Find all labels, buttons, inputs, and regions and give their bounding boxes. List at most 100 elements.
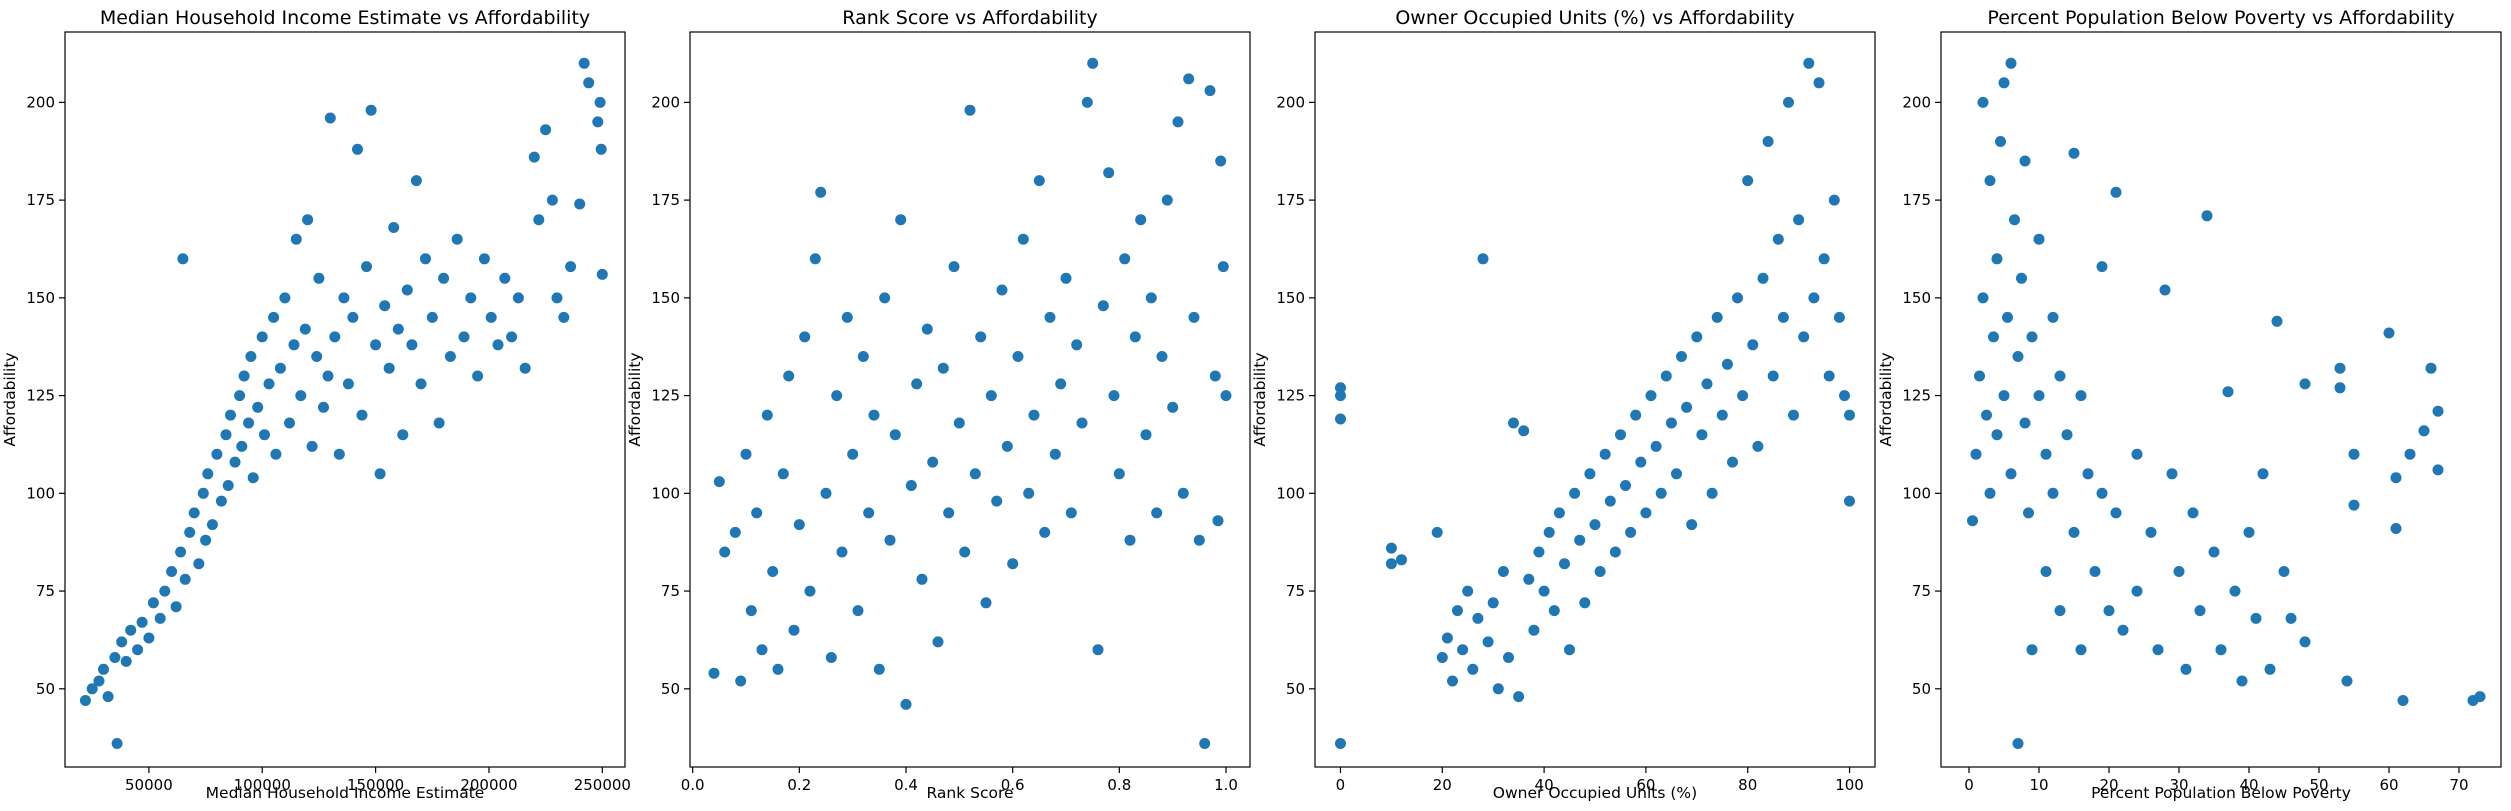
data-point (2271, 315, 2283, 327)
data-point (519, 362, 531, 374)
data-point (2075, 644, 2087, 656)
data-point (1447, 675, 1458, 687)
data-point (1589, 519, 1601, 531)
data-point (868, 409, 880, 421)
data-point (290, 233, 302, 245)
data-point (1548, 605, 1560, 617)
data-point (465, 292, 477, 304)
x-tick-label: 70 (2449, 776, 2468, 794)
data-point (1513, 691, 1525, 703)
data-point (2390, 472, 2402, 484)
data-point (991, 495, 1003, 507)
data-point (596, 268, 608, 280)
data-point (256, 331, 268, 343)
data-point (1543, 526, 1555, 538)
y-tick-label: 75 (1286, 582, 1305, 600)
data-point (426, 311, 438, 323)
y-tick-label: 125 (26, 387, 55, 405)
x-tick-label: 60 (2379, 776, 2398, 794)
data-point (451, 233, 463, 245)
data-point (1044, 311, 1056, 323)
x-tick-label: 40 (1535, 776, 1554, 794)
data-point (2341, 675, 2353, 687)
data-point (1129, 331, 1141, 343)
data-point (1092, 644, 1104, 656)
data-point (1396, 554, 1407, 566)
data-point (2033, 233, 2045, 245)
data-point (268, 311, 280, 323)
data-point (2187, 507, 2199, 519)
data-point (2397, 695, 2409, 706)
data-point (392, 323, 404, 335)
data-point (147, 597, 159, 609)
data-point (895, 214, 907, 226)
data-point (2012, 351, 2024, 362)
data-point (719, 546, 731, 558)
data-point (788, 624, 800, 636)
data-point (2285, 612, 2297, 624)
chart-panel-2: Rank Score vs Affordability 0.0 0.2 0.4 0.6 0… (626, 7, 1251, 802)
data-point (1828, 194, 1840, 206)
chart-panel-3: Owner Occupied Units (%) vs Affordabilit… (1251, 7, 1876, 802)
data-point (1523, 573, 1535, 585)
data-point (2208, 546, 2220, 558)
data-point (1798, 331, 1810, 343)
data-point (1615, 429, 1626, 441)
data-point (2082, 468, 2094, 480)
data-point (2068, 526, 2080, 538)
data-point (2432, 405, 2444, 417)
data-point (1706, 487, 1718, 499)
data-point (1553, 507, 1565, 519)
data-point (2068, 147, 2080, 159)
data-point (1124, 534, 1136, 546)
x-tick-label: 20 (2099, 776, 2118, 794)
y-axis-label: Affordability (1251, 352, 1269, 446)
data-point (2040, 566, 2052, 577)
y-tick-label: 75 (36, 582, 55, 600)
data-point (565, 261, 577, 273)
data-point (270, 448, 282, 460)
data-point (284, 417, 295, 429)
data-point (438, 272, 450, 284)
data-point (1676, 351, 1687, 362)
y-axis-label: Affordability (1, 352, 19, 446)
data-point (783, 370, 795, 382)
data-point (1492, 683, 1504, 695)
data-point (2145, 526, 2157, 538)
y-tick-label: 150 (1902, 289, 1931, 307)
data-point (102, 691, 114, 703)
data-point (916, 573, 928, 585)
data-point (921, 323, 933, 335)
data-point (211, 448, 223, 460)
data-point (1660, 370, 1672, 382)
data-point (1183, 73, 1195, 85)
plot-frame (689, 31, 1251, 768)
data-point (533, 214, 545, 226)
data-point (1452, 605, 1463, 617)
data-point (2299, 378, 2311, 390)
data-point (299, 323, 311, 335)
data-point (852, 605, 864, 617)
data-point (1818, 253, 1830, 265)
scatter-points (708, 57, 1232, 749)
data-point (2110, 507, 2122, 519)
data-point (379, 300, 391, 312)
data-point (1844, 495, 1855, 507)
chart-title: Owner Occupied Units (%) vs Affordabilit… (1395, 7, 1794, 29)
data-point (825, 652, 837, 663)
x-axis-label: Owner Occupied Units (%) (1493, 784, 1697, 802)
data-point (506, 331, 518, 343)
data-point (2117, 624, 2129, 636)
data-point (79, 695, 91, 706)
data-point (333, 448, 345, 460)
y-tick-label: 50 (1286, 680, 1305, 698)
data-point (1839, 390, 1850, 402)
data-point (713, 476, 725, 488)
data-point (1039, 526, 1051, 538)
data-point (2019, 417, 2031, 429)
y-tick-label: 125 (1276, 387, 1305, 405)
data-point (2075, 390, 2087, 402)
data-point (1747, 339, 1759, 351)
data-point (324, 112, 336, 124)
